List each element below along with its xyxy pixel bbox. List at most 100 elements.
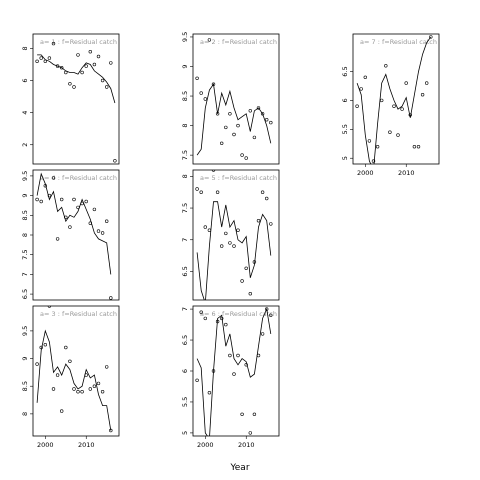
- data-point: [392, 104, 396, 108]
- data-point: [92, 62, 97, 67]
- data-point: [47, 56, 52, 60]
- series-line: [196, 201, 272, 300]
- data-point: [367, 139, 372, 143]
- data-point: [109, 428, 113, 433]
- data-point: [400, 107, 404, 111]
- panel-frame: [192, 305, 280, 437]
- data-point: [39, 199, 43, 204]
- y-tick-label: 6.5: [21, 289, 29, 299]
- data-point: [104, 219, 109, 223]
- y-tick-label: 9.5: [21, 171, 29, 181]
- y-tick-label: 6.5: [181, 335, 189, 345]
- data-point: [80, 201, 84, 206]
- data-point: [224, 322, 228, 327]
- y-tick-label: 2: [21, 143, 29, 147]
- data-point: [96, 381, 101, 386]
- data-point: [84, 373, 88, 377]
- panel-2: 7.5 8 8.5 9 9.5 a= 2 : f=Residual catch: [181, 32, 280, 165]
- data-point: [252, 135, 257, 140]
- data-point: [228, 353, 232, 358]
- data-point: [43, 184, 47, 188]
- panel-frame: [32, 305, 120, 437]
- data-point: [211, 369, 216, 373]
- y-tick-label: 6: [181, 369, 189, 373]
- data-point: [199, 91, 203, 95]
- data-point: [232, 372, 236, 376]
- panel-label: a= 4 : f=Residual catch: [40, 174, 117, 182]
- data-point: [195, 187, 199, 191]
- series-line: [36, 172, 112, 275]
- y-tick-label: 6.5: [181, 266, 189, 276]
- data-point: [248, 431, 253, 435]
- series-line: [356, 36, 432, 164]
- data-point: [256, 353, 261, 358]
- data-point: [35, 59, 39, 63]
- data-point: [76, 53, 80, 57]
- data-point: [388, 130, 392, 134]
- data-point: [363, 75, 367, 80]
- data-point: [420, 92, 425, 97]
- data-point: [80, 390, 84, 394]
- data-point: [240, 412, 244, 416]
- y-tick-label: 8: [21, 46, 29, 50]
- data-point: [84, 64, 88, 68]
- y-tick-label: 7.5: [181, 150, 189, 160]
- data-point: [55, 373, 60, 377]
- data-point: [269, 222, 273, 226]
- data-point: [416, 145, 421, 149]
- y-tick-label: 7.5: [21, 250, 29, 260]
- data-point: [76, 205, 80, 210]
- data-point: [244, 156, 248, 160]
- y-tick-label: 9: [181, 64, 189, 68]
- panel-frame: [192, 169, 280, 301]
- y-tick-label: 7.5: [181, 203, 189, 213]
- y-tick-label: 5: [341, 156, 349, 160]
- data-point: [47, 193, 52, 198]
- series-line: [196, 83, 272, 156]
- x-tick-label: 2010: [238, 441, 255, 449]
- data-point: [92, 384, 97, 388]
- data-point: [244, 363, 248, 367]
- data-point: [207, 228, 212, 232]
- data-point: [396, 133, 400, 137]
- data-point: [35, 362, 39, 366]
- data-point: [84, 199, 88, 204]
- data-point: [236, 353, 240, 358]
- x-tick-label: 2000: [197, 441, 214, 449]
- data-point: [59, 197, 64, 202]
- y-tick-label: 8: [21, 412, 29, 416]
- data-point: [232, 132, 236, 137]
- data-point: [215, 112, 220, 116]
- panel-plot-area: [35, 41, 117, 163]
- data-point: [88, 221, 93, 225]
- data-point: [228, 241, 232, 245]
- data-point: [256, 219, 261, 223]
- data-point: [64, 345, 68, 350]
- data-point: [248, 109, 253, 113]
- data-point: [64, 70, 68, 75]
- panel-plot-area: [35, 306, 113, 433]
- panel-label: a= 1 : f=Residual catch: [40, 38, 117, 46]
- data-point: [195, 76, 199, 81]
- data-point: [211, 82, 216, 86]
- data-point: [240, 153, 244, 157]
- data-point: [76, 390, 80, 394]
- data-point: [228, 112, 232, 116]
- data-point: [68, 359, 72, 363]
- y-tick-label: 7: [21, 272, 29, 276]
- panel-4: 6.5 7 7.5 8 8.5 9 9.5 a= 4 : f=Residual catch: [21, 169, 120, 301]
- y-tick-label: 7: [181, 238, 189, 242]
- data-point: [199, 190, 203, 194]
- panel-label: a= 5 : f=Residual catch: [200, 174, 277, 182]
- data-point: [72, 197, 76, 202]
- panel-frame: [32, 169, 120, 301]
- data-point: [96, 229, 101, 233]
- x-tick-label: 2010: [78, 441, 95, 449]
- panel-frame: [32, 33, 120, 165]
- data-point: [269, 313, 273, 317]
- y-tick-label: 8.5: [21, 210, 29, 220]
- data-point: [429, 35, 433, 39]
- data-point: [224, 231, 228, 236]
- panel-label: a= 6 : f=Residual catch: [200, 310, 277, 318]
- panel-plot-area: [195, 170, 273, 300]
